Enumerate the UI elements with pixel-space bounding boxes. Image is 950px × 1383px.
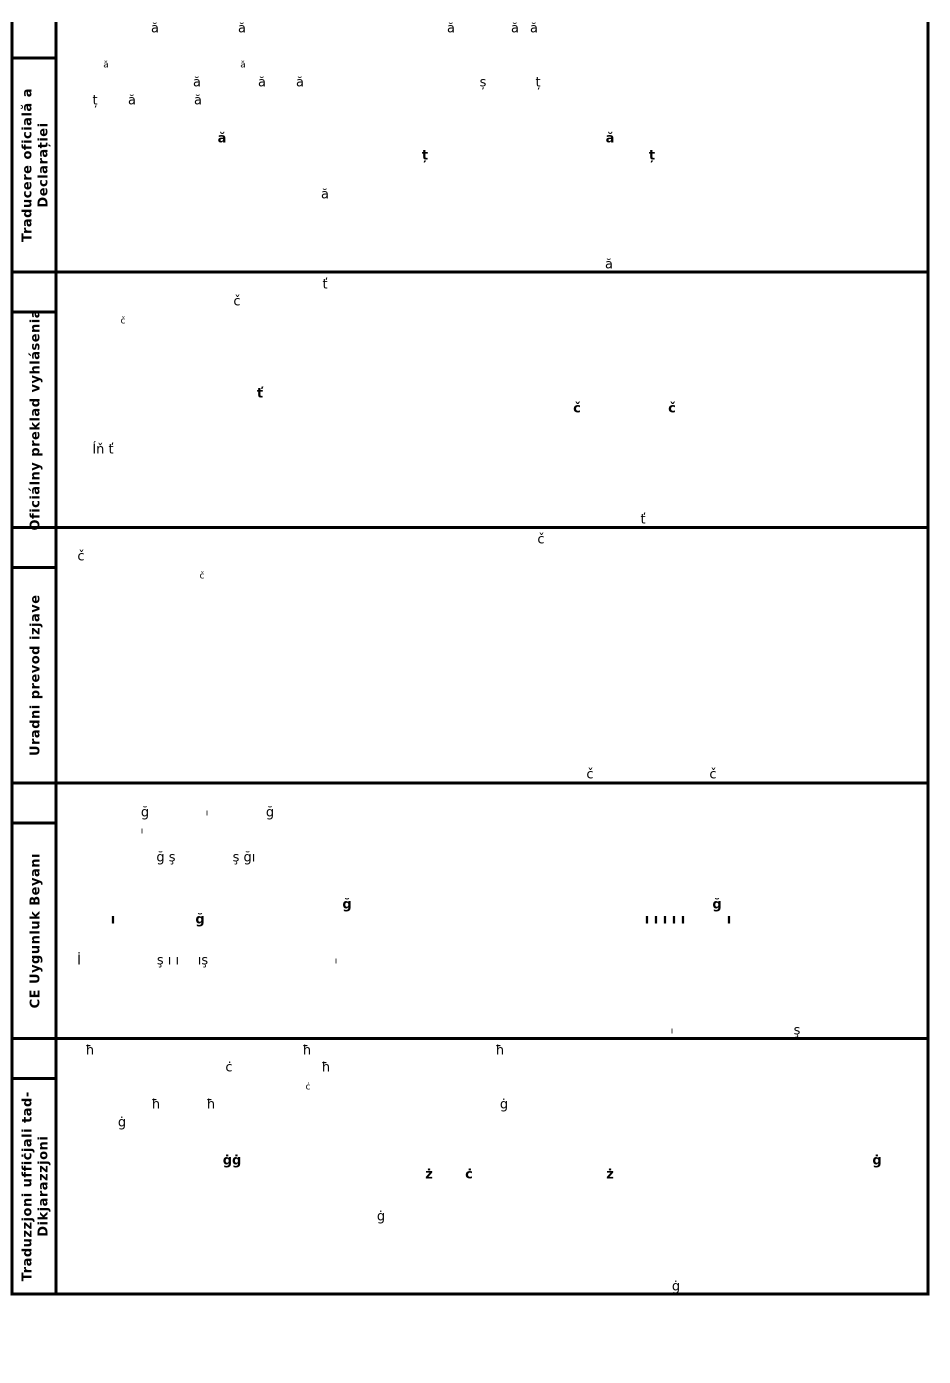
- row-label: Oficiálny preklad vyhlásenia: [29, 309, 44, 531]
- glyph: ť: [322, 278, 327, 293]
- glyph: ğ ş: [156, 851, 175, 866]
- glyph: ġ: [377, 1210, 385, 1225]
- glyph: ť: [640, 513, 645, 528]
- glyph: ı: [111, 913, 115, 928]
- glyph: č: [200, 571, 205, 582]
- glyph: ğ: [342, 898, 351, 913]
- row-label: Traduzzjoni uffiċjali tad-: [21, 1091, 36, 1281]
- glyph: ă: [194, 94, 202, 109]
- glyph: ă: [296, 76, 304, 91]
- glyph: ħ: [302, 1044, 311, 1059]
- glyph: č: [668, 402, 676, 417]
- table-row: Uradni prevod izjave č č č č č: [12, 533, 928, 785]
- glyph: ċ: [306, 1083, 311, 1093]
- glyph: ħ: [85, 1044, 94, 1059]
- glyph: ış: [198, 954, 209, 969]
- glyph: ċ: [465, 1168, 473, 1183]
- glyph: ț: [422, 149, 428, 164]
- glyph: ă: [258, 76, 266, 91]
- table-row: Oficiálny preklad vyhlásenia ť č č ť č č Íň ť ť: [12, 278, 928, 531]
- glyph: ġ: [118, 1116, 126, 1131]
- glyph: ğ: [266, 806, 274, 821]
- glyph: ħ: [495, 1044, 504, 1059]
- row-label: Uradni prevod izjave: [29, 594, 44, 756]
- glyph: ġ: [872, 1154, 881, 1169]
- glyph: ă: [218, 132, 227, 147]
- glyph: ș: [480, 76, 487, 91]
- glyph: ğ: [712, 898, 721, 913]
- glyph: ț: [535, 76, 540, 91]
- glyph: İ: [77, 953, 81, 969]
- glyph: č: [233, 295, 240, 310]
- glyph: ț: [92, 94, 97, 109]
- glyph: ă: [530, 22, 538, 37]
- row-label: Dikjarazzjoni: [37, 1136, 52, 1237]
- glyph: ħ: [321, 1061, 330, 1076]
- glyph: ă: [511, 22, 519, 37]
- row-label: CE Uygunluk Beyanı: [29, 853, 44, 1008]
- glyph: ă: [321, 188, 329, 203]
- glyph: ă: [128, 94, 136, 109]
- glyph: ċ: [225, 1061, 232, 1076]
- glyph: ı: [671, 1027, 674, 1037]
- glyph: ă: [605, 258, 613, 273]
- glyph: ă: [238, 22, 246, 37]
- glyph: ı: [335, 957, 338, 967]
- glyph: ğ: [195, 913, 204, 928]
- row-label: Declarației: [37, 122, 52, 207]
- glyph: ġ: [500, 1098, 508, 1113]
- glyph: ă: [193, 76, 201, 91]
- glyph: č: [573, 402, 581, 417]
- glyph: ı: [727, 913, 731, 928]
- glyph: ż: [606, 1168, 614, 1183]
- glyph: ă: [103, 61, 109, 71]
- glyph: ı: [206, 809, 209, 819]
- glyph: ă: [606, 132, 615, 147]
- glyph: č: [586, 768, 593, 783]
- glyph: ť: [257, 387, 264, 402]
- glyph: ħ: [206, 1098, 215, 1113]
- glyph: ż: [425, 1168, 433, 1183]
- glyph: ş ğı: [233, 851, 256, 866]
- glyph: ı ı ı ı ı: [645, 913, 685, 928]
- glyph: č: [77, 550, 84, 565]
- glyph: ş ı ı: [157, 954, 179, 969]
- glyph: ġġ: [223, 1154, 242, 1169]
- glyph: ġ: [672, 1280, 680, 1295]
- table-row: Traduzzjoni uffiċjali tad- Dikjarazzjoni ħ…: [12, 1044, 928, 1296]
- glyph: ă: [240, 61, 246, 71]
- glyph: ş: [794, 1024, 801, 1039]
- glyph: č: [121, 316, 126, 327]
- row-label: Traducere oficială a: [21, 88, 36, 242]
- glyph: ı: [141, 827, 144, 837]
- glyph: č: [537, 533, 544, 548]
- glyph: Íň ť: [92, 442, 113, 458]
- glyph: ă: [151, 22, 159, 37]
- glyph: ă: [447, 22, 455, 37]
- glyph: ħ: [151, 1098, 160, 1113]
- glyph: ț: [649, 149, 655, 164]
- glyph: ğ: [141, 806, 149, 821]
- glyph: č: [709, 768, 716, 783]
